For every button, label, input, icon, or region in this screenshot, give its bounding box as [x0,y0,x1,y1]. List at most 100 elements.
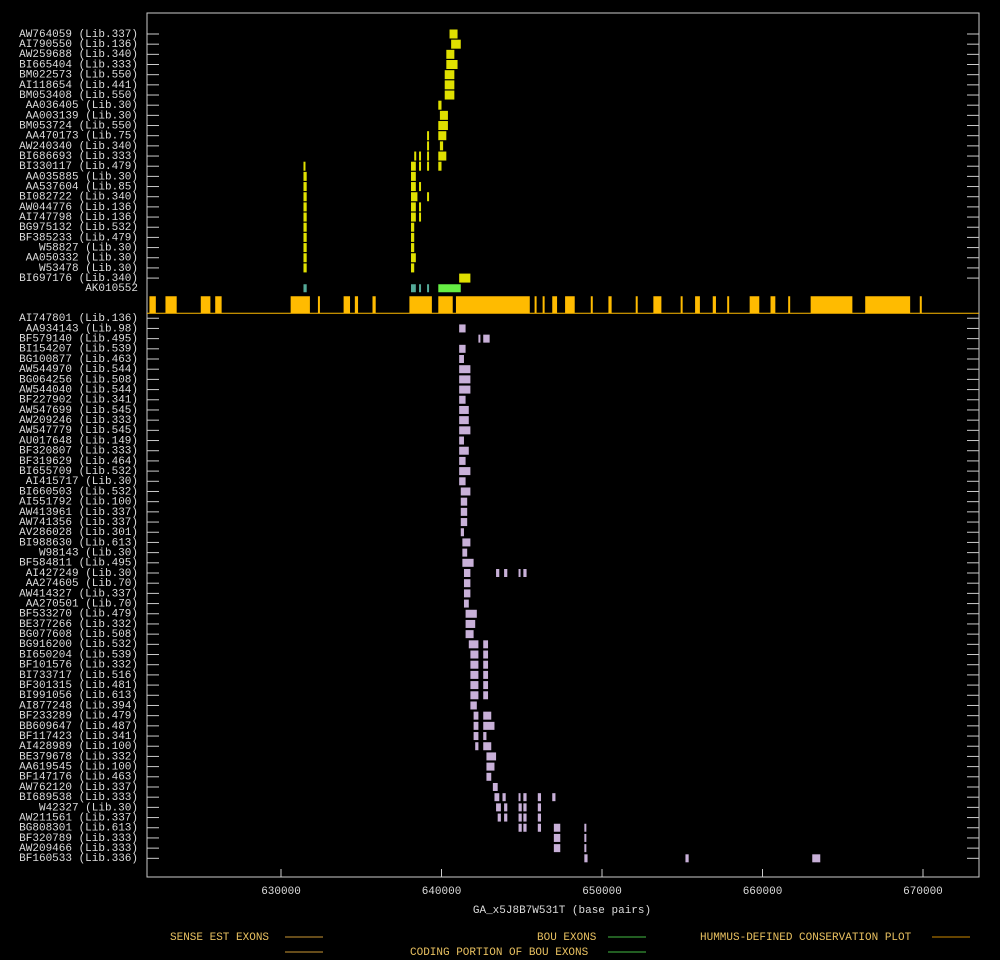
row-label: AI747801 (Lib.136) [19,313,138,325]
row-label: AA537604 (Lib.85) [26,181,138,193]
exon [303,171,307,181]
exon [303,232,307,242]
exon [419,182,422,192]
conservation-block [919,296,922,314]
exon [439,141,444,151]
exon [459,436,464,445]
exon [483,691,489,700]
exon [303,253,307,263]
exon [523,803,527,812]
row-label: AA470173 (Lib.75) [26,131,138,143]
exon [473,721,479,730]
exon [438,131,447,141]
row-label: BM053408 (Lib.550) [19,90,138,102]
row-label: BI733717 (Lib.516) [19,670,138,682]
row-label: BF301315 (Lib.481) [19,680,138,692]
exon [303,192,307,202]
row-label: AA003139 (Lib.30) [26,110,138,122]
conservation-block [565,296,575,314]
legend-label: CODING PORTION OF BOU EXONS [410,947,589,959]
row-label: BM053724 (Lib.550) [19,120,138,132]
conservation-block [653,296,662,314]
x-tick-label: 670000 [903,886,943,898]
bou-label: AK010552 [85,283,138,295]
exon [460,528,464,537]
row-label: AA036405 (Lib.30) [26,100,138,112]
row-label: BG975132 (Lib.532) [19,222,138,234]
exon [459,477,466,486]
exon [411,222,415,232]
row-label: BG077608 (Lib.508) [19,629,138,641]
exon [427,141,430,151]
exon [419,151,422,161]
exon [463,579,471,588]
exon [553,833,561,842]
row-label: BE379678 (Lib.332) [19,751,138,763]
row-label: BI988630 (Lib.613) [19,537,138,549]
exon [459,467,471,476]
conservation-block [165,296,177,314]
row-label: BI660503 (Lib.532) [19,486,138,498]
row-label: BI655709 (Lib.532) [19,466,138,478]
exon [462,558,474,567]
exon [483,711,492,720]
exon [537,793,542,802]
row-label: AW209466 (Lib.333) [19,843,138,855]
conservation-block [438,296,453,314]
row-label: AU017648 (Lib.149) [19,435,138,447]
conservation-block [810,296,853,314]
exon [553,844,561,853]
coding-exon [303,284,307,293]
row-label: AA274605 (Lib.70) [26,578,138,590]
exon [465,609,477,618]
row-label: W58827 (Lib.30) [39,242,138,254]
exon [459,405,469,414]
bou-exon [438,284,461,293]
conservation-block [149,296,156,314]
exon [473,711,479,720]
exon [303,182,307,192]
exon [459,344,466,353]
conservation-block [788,296,791,314]
coding-exon [427,284,430,293]
exon [419,161,422,171]
exon [470,670,479,679]
exon [468,640,479,649]
exon [504,803,508,812]
exon [459,375,471,384]
conservation-block [749,296,760,314]
exon [497,813,501,822]
row-label: AA934143 (Lib.98) [26,323,138,335]
legend-label: BOU EXONS [537,932,597,944]
conservation-block [552,296,558,314]
exon [460,518,468,527]
row-label: BI330117 (Lib.479) [19,161,138,173]
row-label: BG064256 (Lib.508) [19,374,138,386]
exon [446,60,458,70]
exon [504,813,508,822]
exon [504,569,508,577]
conservation-block [534,296,537,314]
exon [459,365,471,374]
coding-exon [411,284,416,293]
exon [411,243,415,253]
exon [463,589,471,598]
exon [411,202,416,212]
row-label: AI428989 (Lib.100) [19,741,138,753]
exon [427,131,430,141]
row-label: BI650204 (Lib.539) [19,649,138,661]
exon [584,854,588,863]
x-tick-label: 630000 [261,886,301,898]
row-label: AV286028 (Lib.301) [19,527,138,539]
conservation-block [317,296,320,314]
exon [411,212,416,222]
exon [518,569,521,577]
legend-label: HUMMUS-DEFINED CONSERVATION PLOT [700,932,912,944]
row-label: AI790550 (Lib.136) [19,39,138,51]
row-label: BI697176 (Lib.340) [19,273,138,285]
row-label: BF320789 (Lib.333) [19,833,138,845]
exon [470,681,479,690]
row-label: AA035885 (Lib.30) [26,171,138,183]
row-label: BI665404 (Lib.333) [19,59,138,71]
